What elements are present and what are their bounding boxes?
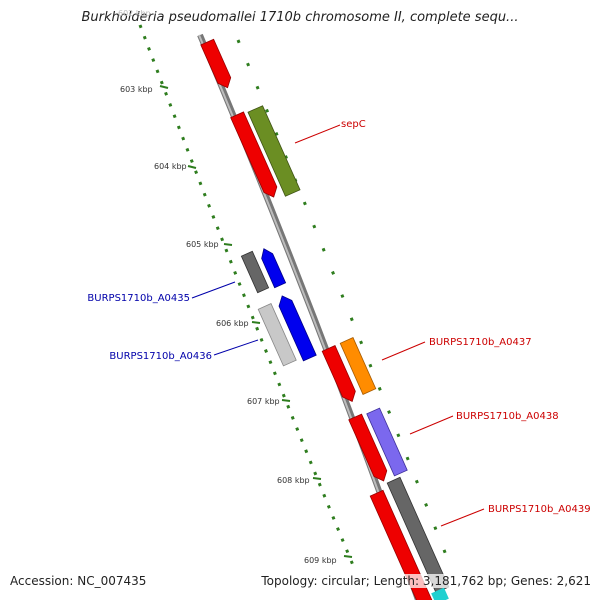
feature-red-0437[interactable] (321, 345, 358, 405)
gene-label-a0437[interactable]: BURPS1710b_A0437 (429, 337, 532, 348)
map-title: Burkholderia pseudomallei 1710b chromoso… (81, 10, 519, 25)
tick-label-606: 606 kbp (216, 319, 249, 328)
feature-orange-0437[interactable] (339, 337, 377, 395)
feature-blue-0435[interactable] (258, 246, 287, 289)
feature-dark-gray-0435[interactable] (240, 250, 270, 294)
tick-label-603: 603 kbp (120, 85, 153, 94)
feature-bottom-cyan[interactable] (431, 587, 449, 600)
feature-red-0438[interactable] (348, 413, 390, 484)
feature-blue-0436[interactable] (276, 293, 317, 362)
feature-top-red[interactable] (200, 38, 234, 90)
tick-label-609: 609 kbp (304, 556, 337, 565)
topology-summary-text: Topology: circular; Length: 3,181,762 bp… (261, 574, 591, 588)
tick-label-605: 605 kbp (186, 240, 219, 249)
feature-sepC-red[interactable] (230, 111, 280, 200)
major-tick-marks (159, 85, 353, 558)
tick-track-right (236, 39, 450, 561)
accession-text: Accession: NC_007435 (10, 574, 147, 588)
gene-label-a0439[interactable]: BURPS1710b_A0439 (488, 504, 591, 515)
label-leaders (191, 124, 485, 527)
tick-label-604: 604 kbp (154, 162, 187, 171)
tick-label-608: 608 kbp (277, 476, 310, 485)
feature-sepC-olive[interactable] (247, 105, 301, 197)
gene-label-a0436[interactable]: BURPS1710b_A0436 (109, 351, 212, 362)
tick-label-602: 602 kbp (118, 9, 151, 18)
feature-light-gray-0436[interactable] (257, 303, 297, 367)
tick-label-607: 607 kbp (247, 397, 280, 406)
gene-label-a0435[interactable]: BURPS1710b_A0435 (87, 293, 190, 304)
feature-purple-0438[interactable] (366, 407, 408, 477)
gene-label-sepC[interactable]: sepC (341, 119, 366, 130)
gene-label-a0438[interactable]: BURPS1710b_A0438 (456, 411, 559, 422)
